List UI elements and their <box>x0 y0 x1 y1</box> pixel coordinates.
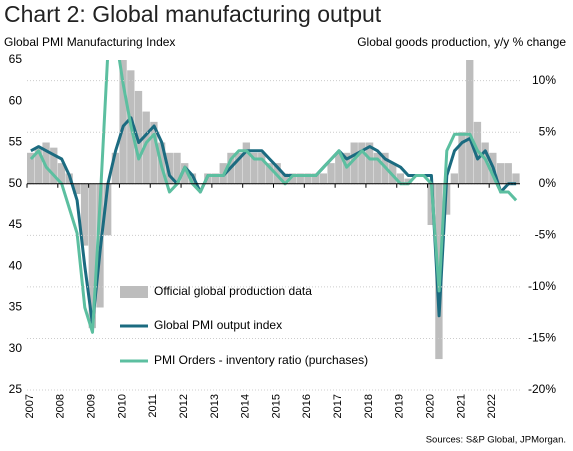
x-tick-label: 2016 <box>301 394 313 418</box>
y-tick-label: 45 <box>9 217 23 231</box>
x-tick-label: 2010 <box>116 394 128 418</box>
bar <box>73 183 81 195</box>
y2-tick-label: -15% <box>528 331 556 345</box>
bar <box>80 183 89 246</box>
x-tick-label: 2018 <box>363 394 375 418</box>
bar <box>173 152 181 184</box>
bar <box>288 173 297 184</box>
x-tick-label: 2020 <box>424 394 436 418</box>
bar <box>142 111 150 184</box>
chart-title: Chart 2: Global manufacturing output <box>4 1 382 27</box>
bar <box>365 142 374 184</box>
y2-axis-label: Global goods production, y/y % change <box>357 35 566 49</box>
bar <box>427 183 435 225</box>
legend-label: PMI Orders - inventory ratio (purchases) <box>154 353 368 367</box>
bar <box>458 132 466 184</box>
y2-tick-label: -5% <box>535 227 557 241</box>
bar <box>358 142 366 184</box>
legend-label: Official global production data <box>154 284 312 298</box>
x-tick-label: 2015 <box>270 394 282 418</box>
x-tick-label: 2009 <box>86 394 98 418</box>
x-tick-label: 2017 <box>332 394 344 418</box>
bar <box>504 163 512 184</box>
y-tick-label: 40 <box>9 258 23 272</box>
bar <box>496 163 505 184</box>
bar <box>57 163 66 184</box>
line <box>29 60 518 334</box>
bar <box>181 163 189 184</box>
bar <box>211 173 220 184</box>
plot-area <box>27 60 520 360</box>
bar <box>119 60 127 184</box>
bar <box>512 173 520 184</box>
bar <box>34 147 43 184</box>
bar <box>281 173 289 184</box>
bar <box>234 152 243 184</box>
bar <box>312 173 320 184</box>
y-tick-label: 35 <box>9 300 23 314</box>
bar <box>481 142 489 184</box>
x-tick-label: 2008 <box>55 394 67 418</box>
bar <box>250 152 258 184</box>
bar <box>50 147 58 184</box>
y-axis-label: Global PMI Manufacturing Index <box>4 35 175 49</box>
bar <box>42 142 50 184</box>
y-tick-label: 25 <box>9 382 23 396</box>
x-tick-label: 2014 <box>240 394 252 418</box>
bar <box>27 152 35 184</box>
bar <box>319 173 328 184</box>
y2-tick-label: -20% <box>528 382 556 396</box>
x-tick-label: 2007 <box>24 394 36 418</box>
legend-label: Global PMI output index <box>154 318 282 332</box>
bar <box>242 142 251 184</box>
x-tick-label: 2021 <box>455 394 467 418</box>
bar <box>150 121 158 184</box>
legend-swatch <box>120 286 148 298</box>
y-tick-label: 30 <box>9 341 23 355</box>
x-tick-label: 2011 <box>147 394 159 418</box>
bar <box>373 152 381 184</box>
y2-tick-label: 5% <box>539 124 557 138</box>
bar <box>335 152 343 184</box>
source: Sources: S&P Global, JPMorgan. <box>426 435 566 446</box>
x-tick-label: 2013 <box>209 394 221 418</box>
bar <box>466 60 474 184</box>
x-tick-label: 2019 <box>394 394 406 418</box>
bar <box>450 173 458 184</box>
x-tick-label: 2022 <box>486 394 498 418</box>
y2-tick-label: 0% <box>539 176 557 190</box>
bar <box>404 178 412 184</box>
bar <box>327 163 335 184</box>
bar <box>296 173 304 184</box>
x-tick-label: 2012 <box>178 394 190 418</box>
y-tick-label: 60 <box>9 93 23 107</box>
bar <box>258 152 266 184</box>
bar <box>104 183 112 236</box>
y-tick-label: 50 <box>9 176 23 190</box>
bar <box>111 152 120 184</box>
bar <box>304 173 312 184</box>
y2-tick-label: -10% <box>528 279 556 293</box>
bar <box>350 142 358 184</box>
bar <box>396 173 405 184</box>
y-tick-label: 65 <box>9 52 23 66</box>
y-tick-label: 55 <box>9 135 23 149</box>
bar <box>265 163 274 184</box>
y2-tick-label: 10% <box>532 73 556 87</box>
bar <box>88 183 96 329</box>
